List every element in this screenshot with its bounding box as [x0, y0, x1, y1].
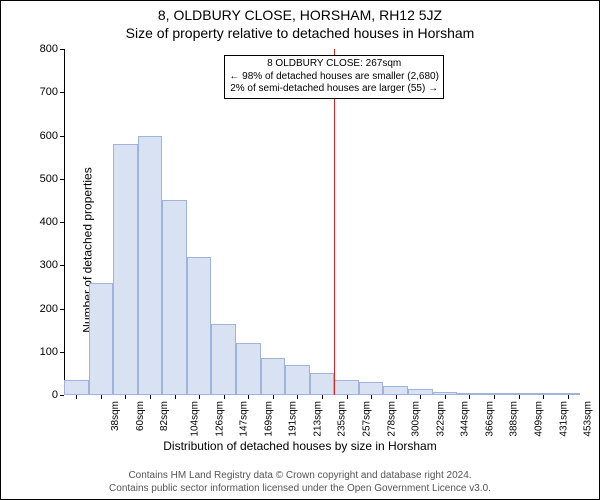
x-tick-label: 235sqm — [337, 401, 348, 437]
histogram-bar — [113, 144, 138, 395]
footer-line1: Contains HM Land Registry data © Crown c… — [1, 470, 599, 481]
y-tick-label: 0 — [52, 389, 58, 401]
y-tick-mark — [60, 136, 64, 137]
histogram-bar — [187, 257, 212, 395]
x-tick-mark — [396, 395, 397, 399]
y-tick-mark — [60, 265, 64, 266]
x-tick-mark — [371, 395, 372, 399]
histogram-bar — [211, 324, 236, 395]
plot-area: 010020030040050060070080038sqm60sqm82sqm… — [64, 49, 580, 395]
x-tick-mark — [199, 395, 200, 399]
y-tick-label: 100 — [40, 346, 58, 358]
x-axis-label: Distribution of detached houses by size … — [1, 439, 599, 453]
y-tick-mark — [60, 92, 64, 93]
x-tick-mark — [494, 395, 495, 399]
y-tick-mark — [60, 352, 64, 353]
x-tick-mark — [519, 395, 520, 399]
x-tick-label: 366sqm — [484, 401, 495, 437]
x-tick-mark — [322, 395, 323, 399]
x-tick-mark — [420, 395, 421, 399]
x-tick-label: 409sqm — [534, 401, 545, 437]
histogram-bar — [64, 380, 89, 395]
x-tick-label: 104sqm — [190, 401, 201, 437]
x-tick-label: 126sqm — [214, 401, 225, 437]
histogram-bar — [383, 386, 408, 396]
y-tick-label: 200 — [40, 303, 58, 315]
annotation-line: ← 98% of detached houses are smaller (2,… — [229, 71, 439, 84]
histogram-bar — [236, 343, 261, 395]
x-tick-label: 191sqm — [288, 401, 299, 437]
x-tick-mark — [76, 395, 77, 399]
histogram-bar — [162, 200, 187, 395]
y-tick-label: 600 — [40, 130, 58, 142]
x-tick-mark — [347, 395, 348, 399]
histogram-bar — [138, 136, 163, 396]
x-tick-label: 278sqm — [386, 401, 397, 437]
y-tick-mark — [60, 309, 64, 310]
histogram-bar — [261, 358, 286, 395]
histogram-bar — [334, 380, 359, 395]
x-tick-mark — [273, 395, 274, 399]
footer-line2: Contains public sector information licen… — [1, 483, 599, 494]
histogram-bar — [310, 373, 335, 395]
x-tick-mark — [568, 395, 569, 399]
y-tick-mark — [60, 395, 64, 396]
chart-title-line1: 8, OLDBURY CLOSE, HORSHAM, RH12 5JZ — [1, 7, 599, 23]
chart-container: 8, OLDBURY CLOSE, HORSHAM, RH12 5JZ Size… — [0, 0, 600, 500]
x-tick-label: 431sqm — [558, 401, 569, 437]
y-tick-mark — [60, 49, 64, 50]
reference-line — [334, 49, 335, 395]
x-tick-mark — [469, 395, 470, 399]
x-tick-mark — [150, 395, 151, 399]
x-tick-label: 322sqm — [435, 401, 446, 437]
x-tick-mark — [224, 395, 225, 399]
histogram-bar — [89, 283, 114, 395]
x-tick-label: 169sqm — [263, 401, 274, 437]
histogram-bar — [359, 382, 384, 395]
x-tick-label: 213sqm — [312, 401, 323, 437]
y-tick-label: 500 — [40, 173, 58, 185]
x-tick-mark — [101, 395, 102, 399]
annotation-box: 8 OLDBURY CLOSE: 267sqm← 98% of detached… — [224, 55, 444, 99]
x-tick-mark — [175, 395, 176, 399]
x-tick-mark — [445, 395, 446, 399]
chart-subtitle: Size of property relative to detached ho… — [1, 25, 599, 41]
x-tick-label: 147sqm — [239, 401, 250, 437]
x-tick-label: 344sqm — [460, 401, 471, 437]
x-tick-mark — [248, 395, 249, 399]
x-tick-label: 388sqm — [509, 401, 520, 437]
y-tick-label: 800 — [40, 43, 58, 55]
x-tick-mark — [125, 395, 126, 399]
x-tick-label: 60sqm — [135, 401, 146, 431]
x-tick-label: 257sqm — [362, 401, 373, 437]
x-tick-label: 38sqm — [110, 401, 121, 431]
annotation-line: 2% of semi-detached houses are larger (5… — [229, 83, 439, 96]
histogram-bar — [285, 365, 310, 395]
x-tick-label: 453sqm — [583, 401, 594, 437]
annotation-line: 8 OLDBURY CLOSE: 267sqm — [229, 58, 439, 71]
y-tick-label: 400 — [40, 216, 58, 228]
x-tick-label: 300sqm — [411, 401, 422, 437]
x-tick-label: 82sqm — [159, 401, 170, 431]
x-tick-mark — [297, 395, 298, 399]
y-tick-label: 300 — [40, 259, 58, 271]
y-axis-line — [64, 49, 65, 395]
y-tick-mark — [60, 222, 64, 223]
y-tick-label: 700 — [40, 86, 58, 98]
y-tick-mark — [60, 179, 64, 180]
x-tick-mark — [543, 395, 544, 399]
